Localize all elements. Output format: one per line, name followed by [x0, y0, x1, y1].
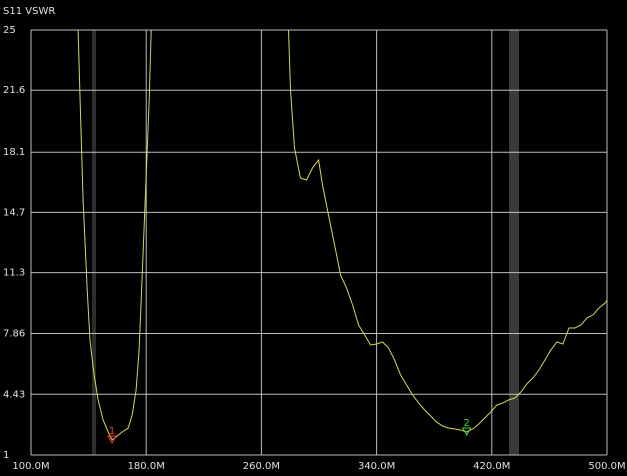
y-tick-label: 1: [3, 450, 9, 461]
chart-title: S11 VSWR: [3, 6, 55, 17]
y-tick-label: 14.7: [3, 207, 25, 218]
y-tick-label: 7.86: [3, 329, 25, 340]
x-tick-label: 100.0M: [12, 461, 49, 472]
x-tick-label: 260.0M: [243, 461, 280, 472]
y-tick-label: 18.1: [3, 147, 25, 158]
y-tick-label: 25: [3, 25, 16, 36]
marker-label: 2: [464, 418, 470, 429]
y-tick-label: 11.3: [3, 268, 25, 279]
y-tick-label: 4.43: [3, 389, 25, 400]
marker-label: 1: [109, 426, 115, 437]
x-tick-label: 340.0M: [358, 461, 395, 472]
trace: [77, 29, 608, 441]
x-tick-label: 500.0M: [588, 461, 625, 472]
x-tick-label: 420.0M: [473, 461, 510, 472]
y-tick-label: 21.6: [3, 85, 25, 96]
marker: [107, 435, 117, 444]
marker: [461, 427, 472, 436]
band: [92, 30, 96, 455]
x-tick-label: 180.0M: [128, 461, 165, 472]
band: [509, 30, 519, 455]
